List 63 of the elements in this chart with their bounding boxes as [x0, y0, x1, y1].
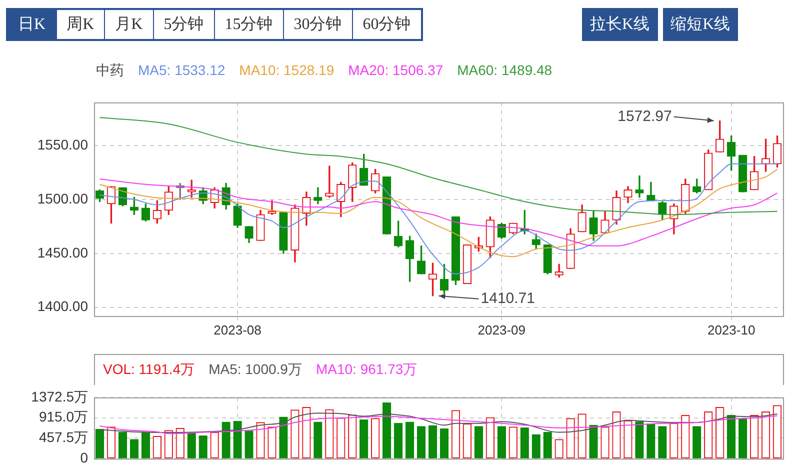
text: 15分钟 — [214, 10, 283, 39]
bar — [405, 422, 414, 458]
y-tick-label: 1372.5万 — [31, 388, 88, 404]
bar — [394, 423, 403, 458]
line-series — [99, 178, 778, 246]
text: MA10: 1528.19 — [239, 62, 334, 80]
y-tick-label: 1400.00 — [37, 298, 88, 314]
text: 拉长K线 — [582, 8, 658, 41]
line-series — [99, 168, 778, 258]
bar — [118, 432, 128, 458]
text: 30分钟 — [282, 10, 352, 39]
bar — [416, 426, 426, 458]
bar — [141, 432, 150, 458]
bar — [497, 426, 506, 458]
text: MA5: 1533.12 — [138, 62, 226, 80]
bar — [187, 432, 196, 458]
text: MA60: 1489.48 — [457, 62, 552, 80]
bar — [198, 436, 208, 458]
annotation: 1572.97 — [618, 108, 672, 125]
text: 周K — [56, 10, 104, 39]
x-tick-label: 2023-10 — [707, 322, 756, 338]
bar — [440, 428, 449, 458]
x-tick-label: 2023-09 — [478, 322, 526, 338]
bar — [314, 422, 322, 458]
bar — [543, 432, 552, 458]
bar — [532, 434, 540, 458]
bar — [233, 420, 242, 458]
y-tick-label: 915.0万 — [38, 408, 88, 425]
bar — [428, 425, 438, 458]
chart-title: 中药 — [96, 62, 124, 80]
bar — [635, 421, 644, 458]
text: 日K — [8, 10, 56, 39]
bar — [95, 428, 104, 458]
bar — [646, 423, 656, 458]
bar — [658, 426, 667, 458]
text: MA5: 1000.9万 — [208, 361, 302, 379]
text: 5分钟 — [152, 10, 214, 39]
bar — [738, 418, 748, 458]
y-tick-label: 457.5万 — [38, 429, 88, 446]
y-tick-label: 1550.00 — [37, 136, 88, 152]
text: 月K — [104, 10, 153, 39]
bar — [726, 415, 736, 458]
y-tick-label: 1450.00 — [37, 244, 88, 260]
y-tick-label: 0 — [80, 449, 88, 466]
y-tick-label: 1500.00 — [37, 190, 88, 206]
bar — [520, 428, 529, 458]
bar — [589, 424, 598, 458]
bar — [279, 416, 288, 458]
bar — [692, 426, 702, 458]
bar — [244, 430, 254, 458]
x-tick-label: 2023-08 — [214, 322, 262, 338]
bar — [130, 439, 139, 458]
text: VOL: 1191.4万 — [103, 361, 195, 379]
candlestick — [635, 175, 644, 198]
annotation: 1410.71 — [480, 290, 535, 307]
bar — [474, 426, 484, 458]
text: MA10: 961.73万 — [316, 361, 418, 379]
text: 60分钟 — [352, 10, 421, 39]
bar — [382, 402, 392, 458]
bar — [222, 422, 230, 458]
text: MA20: 1506.37 — [348, 62, 444, 80]
text: 缩短K线 — [662, 8, 738, 41]
bar — [360, 419, 368, 458]
